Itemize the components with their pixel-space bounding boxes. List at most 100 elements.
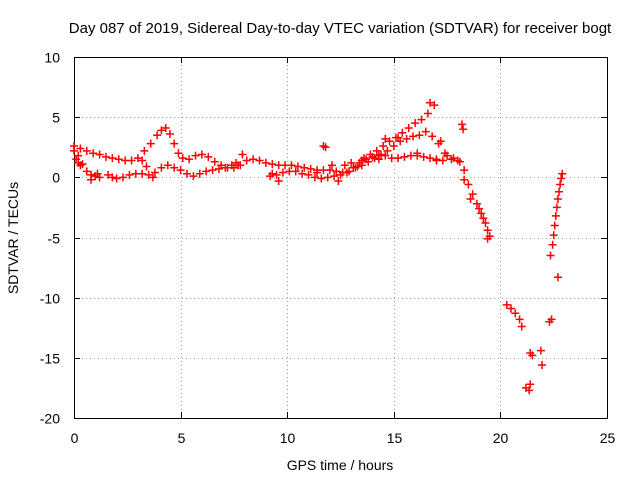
data-point	[272, 170, 281, 179]
data-point	[372, 146, 381, 155]
data-point	[398, 128, 407, 137]
data-point	[161, 123, 170, 132]
data-point	[436, 137, 445, 146]
data-point	[428, 132, 437, 141]
data-point	[546, 251, 555, 260]
data-point	[119, 173, 128, 182]
data-point	[195, 169, 204, 178]
data-point	[526, 380, 535, 389]
data-point	[334, 176, 343, 185]
data-point	[558, 169, 567, 178]
data-point	[389, 142, 398, 151]
data-point	[112, 174, 121, 183]
data-point	[477, 209, 486, 218]
y-tick-label: -5	[48, 231, 61, 247]
data-point	[174, 149, 183, 158]
data-point	[449, 154, 458, 163]
data-point	[379, 142, 388, 151]
data-point	[82, 167, 91, 176]
data-point	[268, 160, 277, 169]
data-point	[242, 156, 251, 165]
data-point	[340, 161, 349, 170]
data-point	[536, 346, 545, 355]
y-tick-labels: -20 -15 -10 -5 0 5 10	[40, 50, 60, 427]
data-point	[460, 166, 469, 175]
data-point	[82, 146, 91, 155]
data-point	[221, 163, 230, 172]
data-point	[317, 174, 326, 183]
y-tick-label: -15	[40, 351, 60, 367]
data-point	[185, 155, 194, 164]
data-point	[366, 150, 375, 159]
x-tick-label: 25	[600, 430, 616, 446]
data-point	[557, 174, 566, 183]
series-arc-descent	[443, 151, 494, 243]
data-point	[170, 139, 179, 148]
data-point	[76, 144, 85, 153]
data-point	[204, 152, 213, 161]
x-tick-label: 15	[387, 430, 403, 446]
data-point	[402, 134, 411, 143]
series-arc-late	[458, 120, 567, 395]
x-tick-label: 10	[280, 430, 296, 446]
data-point	[417, 115, 426, 124]
data-point	[430, 101, 439, 110]
data-point	[304, 170, 313, 179]
data-point	[89, 149, 98, 158]
grid-lines	[74, 57, 607, 418]
data-point	[381, 151, 390, 160]
data-point	[208, 166, 217, 175]
data-point	[432, 156, 441, 165]
data-point	[165, 130, 174, 139]
data-point	[202, 167, 211, 176]
data-point	[458, 120, 467, 129]
data-point	[383, 146, 392, 155]
data-point	[140, 146, 149, 155]
data-point	[330, 172, 339, 181]
data-point	[87, 175, 96, 184]
data-point	[517, 322, 526, 331]
data-point	[108, 173, 117, 182]
data-point	[443, 151, 452, 160]
series-arc-rising	[359, 98, 439, 163]
data-point	[411, 119, 420, 128]
data-point	[502, 300, 511, 309]
data-points	[70, 98, 567, 395]
data-point	[261, 158, 270, 167]
data-point	[95, 150, 104, 159]
data-point	[142, 162, 151, 171]
data-point	[104, 170, 113, 179]
data-point	[101, 152, 110, 161]
data-point	[323, 173, 332, 182]
data-point	[70, 146, 78, 155]
data-point	[157, 163, 166, 172]
data-point	[479, 214, 488, 223]
data-point	[472, 199, 481, 208]
data-point	[515, 315, 524, 324]
series-scattered	[70, 133, 445, 185]
data-point	[313, 168, 322, 177]
data-point	[483, 226, 492, 235]
plot-frame	[74, 57, 608, 419]
data-point	[507, 304, 516, 313]
data-point	[148, 173, 157, 182]
data-point	[415, 131, 424, 140]
data-point	[332, 167, 341, 176]
data-point	[293, 162, 302, 171]
data-point	[419, 152, 428, 161]
data-point	[291, 167, 300, 176]
data-point	[278, 168, 287, 177]
data-point	[125, 170, 134, 179]
x-tick-label: 5	[178, 430, 186, 446]
data-point	[460, 175, 469, 184]
data-point	[300, 163, 309, 172]
data-point	[455, 157, 464, 166]
data-point	[146, 139, 155, 148]
data-point	[421, 127, 430, 136]
data-point	[357, 156, 366, 165]
data-point	[232, 158, 241, 167]
data-point	[178, 154, 187, 163]
data-point	[525, 386, 534, 395]
data-point	[400, 152, 409, 161]
x-axis-label: GPS time / hours	[287, 457, 394, 473]
